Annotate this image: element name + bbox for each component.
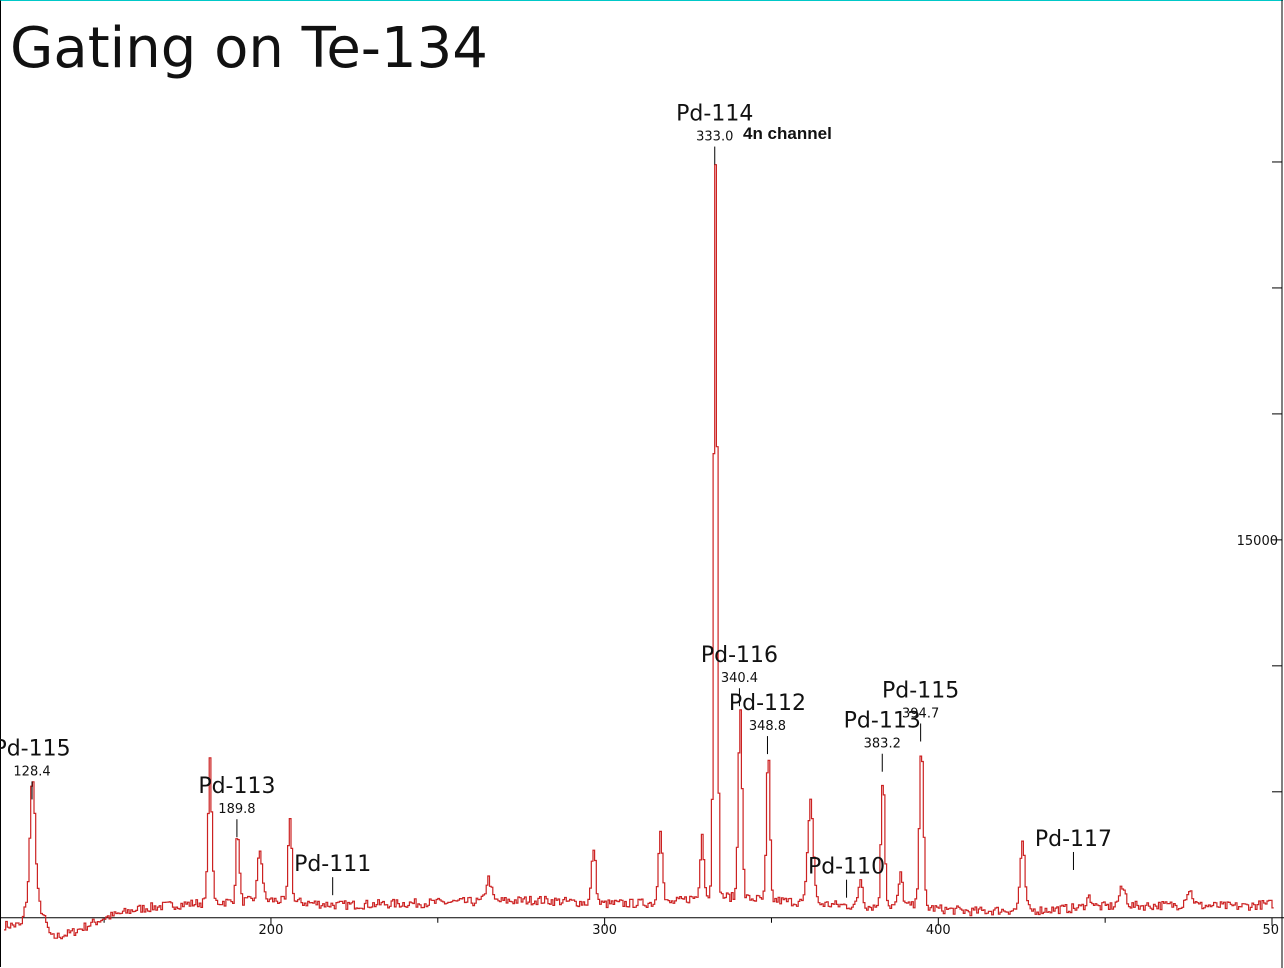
peak-energy-label: 189.8	[218, 802, 255, 817]
peak-isotope-label: Pd-113	[844, 709, 921, 734]
peak-energy-label: 340.4	[721, 671, 758, 686]
peak-annotation: Pd-111	[294, 852, 371, 896]
peak-isotope-label: Pd-111	[294, 852, 371, 877]
x-tick-label: 400	[926, 923, 951, 938]
peak-annotation: 383.2 Pd-113	[844, 709, 921, 772]
peak-isotope-label: Pd-117	[1035, 827, 1112, 852]
peak-isotope-label: Pd-116	[701, 643, 778, 668]
chart-title: Gating on Te-134	[10, 16, 488, 81]
peak-annotation: 189.8 Pd-113	[198, 774, 275, 838]
peak-isotope-label: Pd-115	[0, 736, 71, 761]
peak-energy-label: 383.2	[864, 737, 901, 752]
x-tick-label: 200	[259, 923, 284, 938]
x-tick-label: 50	[1262, 923, 1279, 938]
peak-isotope-label: Pd-112	[729, 691, 806, 716]
peak-annotations: 128.4Pd-115189.8Pd-113Pd-111333.0Pd-1143…	[0, 102, 1112, 898]
peak-energy-label: 333.0	[696, 130, 733, 145]
peak-energy-label: 128.4	[13, 764, 50, 779]
spectrum-line	[4, 164, 1274, 940]
peak-annotation: 348.8 Pd-112	[729, 691, 806, 755]
channel-annotation: 4n channel	[743, 124, 832, 143]
peak-annotation: 340.4 Pd-116	[701, 643, 778, 707]
y-tick-label: 15000	[1237, 534, 1278, 549]
peak-annotation: Pd-110	[808, 855, 885, 898]
peak-annotation: 333.0 Pd-114	[676, 102, 753, 165]
peak-isotope-label: Pd-110	[808, 855, 885, 880]
peak-annotation: 128.4 Pd-115	[0, 736, 71, 800]
peak-energy-label: 348.8	[749, 719, 786, 734]
peak-energy-label: 394.7	[902, 706, 939, 721]
peak-isotope-label: Pd-115	[882, 678, 959, 703]
x-tick-label: 300	[592, 923, 617, 938]
peak-isotope-label: Pd-114	[676, 102, 753, 127]
peak-annotation: Pd-117	[1035, 827, 1112, 870]
peak-isotope-label: Pd-113	[198, 774, 275, 799]
peak-annotation: 394.7 Pd-115	[882, 678, 959, 742]
